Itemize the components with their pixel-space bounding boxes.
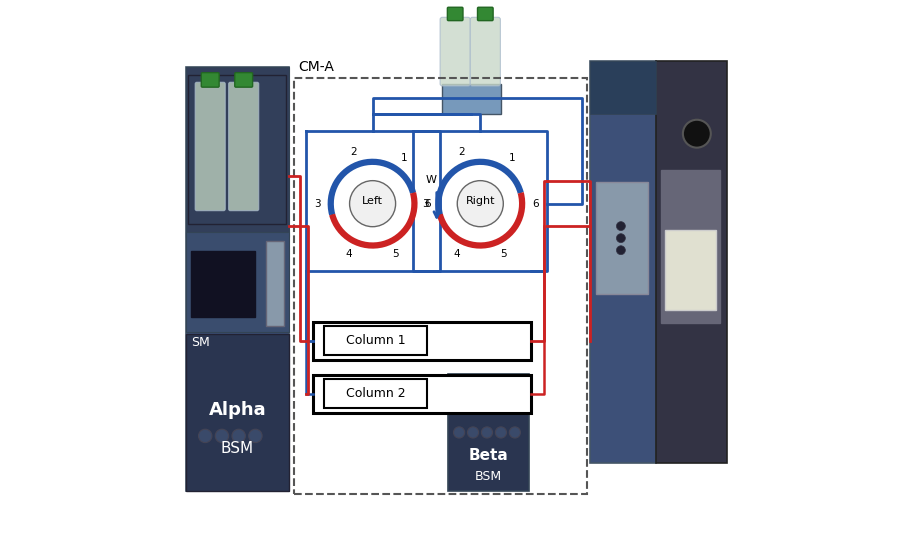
Circle shape <box>467 427 479 438</box>
FancyBboxPatch shape <box>448 374 529 397</box>
Text: 3: 3 <box>422 199 428 209</box>
Circle shape <box>215 429 229 442</box>
FancyBboxPatch shape <box>191 252 255 317</box>
Text: Column 1: Column 1 <box>346 334 405 348</box>
Circle shape <box>349 181 395 227</box>
Circle shape <box>495 427 506 438</box>
FancyBboxPatch shape <box>186 334 289 491</box>
FancyBboxPatch shape <box>313 322 531 360</box>
Circle shape <box>457 181 503 227</box>
FancyBboxPatch shape <box>324 326 427 355</box>
FancyBboxPatch shape <box>266 241 284 326</box>
Circle shape <box>683 120 711 148</box>
FancyBboxPatch shape <box>201 73 219 87</box>
Text: 2: 2 <box>350 147 357 157</box>
Text: 6: 6 <box>424 199 431 209</box>
Text: 4: 4 <box>346 249 353 259</box>
FancyBboxPatch shape <box>443 84 501 114</box>
FancyBboxPatch shape <box>447 7 463 21</box>
FancyBboxPatch shape <box>470 17 501 86</box>
FancyBboxPatch shape <box>235 73 253 87</box>
FancyBboxPatch shape <box>666 230 716 310</box>
FancyBboxPatch shape <box>596 182 648 295</box>
FancyBboxPatch shape <box>656 61 727 463</box>
Circle shape <box>510 427 521 438</box>
Text: 4: 4 <box>454 249 460 259</box>
Text: 1: 1 <box>509 153 515 163</box>
FancyBboxPatch shape <box>195 82 225 211</box>
FancyBboxPatch shape <box>440 17 470 86</box>
Circle shape <box>454 427 464 438</box>
Circle shape <box>617 246 625 254</box>
Text: W: W <box>425 175 436 185</box>
Text: BSM: BSM <box>474 470 502 483</box>
Text: 6: 6 <box>532 199 539 209</box>
FancyBboxPatch shape <box>661 170 720 323</box>
Text: Alpha: Alpha <box>209 401 266 420</box>
Text: SM: SM <box>191 336 210 349</box>
Circle shape <box>617 222 625 230</box>
Text: 3: 3 <box>314 199 321 209</box>
Circle shape <box>232 429 246 442</box>
Text: BSM: BSM <box>220 441 254 456</box>
Text: Left: Left <box>362 196 383 206</box>
FancyBboxPatch shape <box>186 232 289 332</box>
Text: 1: 1 <box>401 153 407 163</box>
FancyBboxPatch shape <box>186 67 289 237</box>
FancyBboxPatch shape <box>313 375 531 413</box>
FancyBboxPatch shape <box>448 374 529 491</box>
FancyBboxPatch shape <box>229 82 258 211</box>
FancyBboxPatch shape <box>590 61 656 114</box>
FancyBboxPatch shape <box>590 61 656 463</box>
Text: 5: 5 <box>501 249 507 259</box>
Text: Right: Right <box>465 196 495 206</box>
FancyBboxPatch shape <box>477 7 493 21</box>
Circle shape <box>482 427 493 438</box>
Text: CM-A: CM-A <box>298 60 335 74</box>
Text: Column 2: Column 2 <box>346 387 405 401</box>
Circle shape <box>617 234 625 243</box>
Text: 2: 2 <box>458 147 464 157</box>
FancyBboxPatch shape <box>324 379 427 408</box>
Text: 5: 5 <box>393 249 399 259</box>
Circle shape <box>249 429 262 442</box>
Circle shape <box>199 429 212 442</box>
FancyBboxPatch shape <box>186 67 289 491</box>
Text: Beta: Beta <box>469 449 508 463</box>
